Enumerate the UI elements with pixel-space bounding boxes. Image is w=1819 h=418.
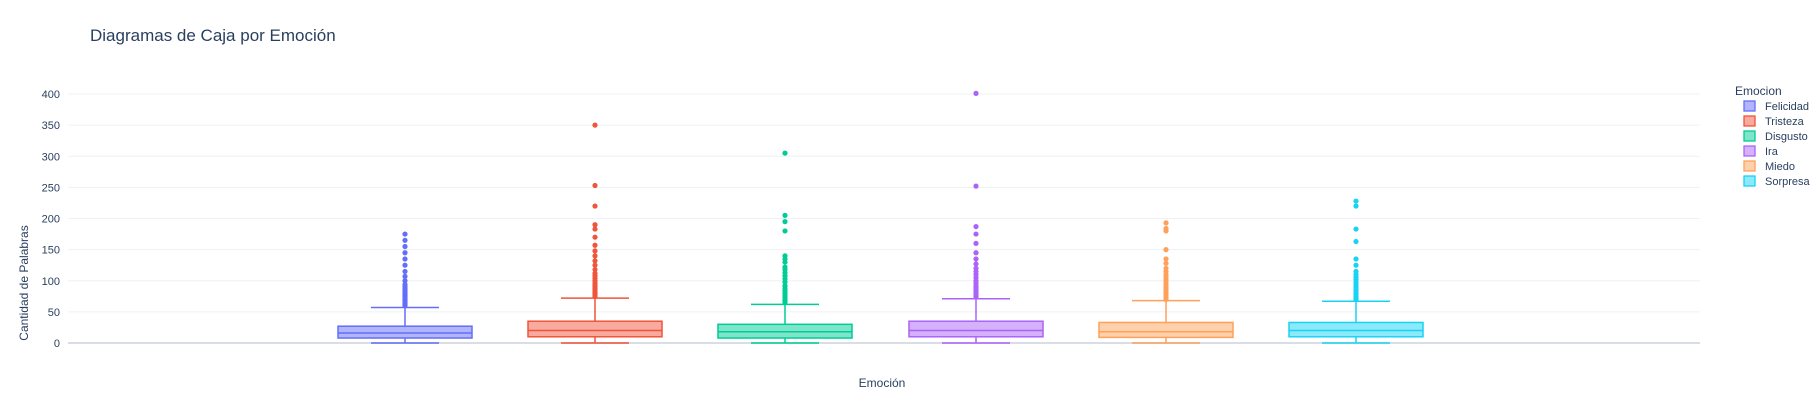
legend-label: Felicidad [1765,101,1809,113]
outlier-point [1163,247,1169,253]
y-tick-label: 400 [42,89,60,101]
legend-item-disgusto[interactable]: Disgusto [1743,130,1808,143]
outlier-point [592,270,598,276]
outlier-point [782,228,788,234]
outlier-point [592,234,598,240]
outlier-point [1353,238,1359,245]
chart-title: Diagramas de Caja por Emoción [90,26,336,45]
outlier-point [402,281,408,288]
box-iqr [1098,321,1234,339]
legend: Emocion Felicidad Tristeza Disgusto Ira Mied… [1735,84,1811,188]
box-felicidad [337,231,473,344]
outlier-point [973,250,979,256]
outlier-point [402,231,408,237]
outlier-point [1353,203,1359,209]
outlier-point [1353,226,1359,232]
legend-label: Disgusto [1765,131,1808,143]
outlier-point [973,231,979,237]
outlier-point [782,264,788,270]
box-iqr [1288,321,1424,338]
outlier-point [592,222,598,228]
legend-item-ira[interactable]: Ira [1743,145,1779,158]
legend-label: Sorpresa [1765,176,1811,188]
box-tristeza [527,122,663,344]
legend-item-miedo[interactable]: Miedo [1743,160,1795,173]
outlier-point [592,122,598,128]
box-ira [908,90,1044,344]
legend-label: Tristeza [1765,116,1805,128]
outlier-point [1163,256,1169,262]
outlier-point [973,90,979,96]
outlier-point [1353,198,1359,204]
outlier-point [402,243,408,250]
legend-swatch [1743,115,1756,127]
outlier-point [592,258,598,264]
outlier-point [1163,265,1169,271]
outlier-point [1353,268,1359,275]
outlier-point [402,237,408,243]
legend-item-tristeza[interactable]: Tristeza [1743,115,1805,128]
outlier-point [592,253,598,259]
outlier-point [973,183,979,189]
outlier-point [592,242,598,248]
legend-swatch [1743,175,1756,187]
y-tick-label: 0 [54,338,60,350]
outlier-point [973,240,979,246]
box-disgusto [717,150,853,344]
outlier-point [973,223,979,230]
outlier-point [1163,260,1169,266]
outlier-point [592,262,598,268]
outlier-point [782,219,788,225]
legend-item-felicidad[interactable]: Felicidad [1743,100,1809,113]
y-tick-label: 200 [42,214,60,226]
outlier-point [402,268,408,275]
legend-title: Emocion [1735,84,1782,98]
outlier-point [592,266,598,273]
box-miedo [1098,220,1234,344]
grid-lines [68,93,1700,344]
outlier-point [592,248,598,254]
outlier-point [973,265,979,271]
legend-swatch [1743,100,1756,112]
outlier-point [782,253,788,259]
outlier-point [782,150,788,156]
legend-swatch [1743,130,1756,142]
y-tick-label: 250 [42,182,60,194]
outlier-point [402,273,408,279]
box-iqr [908,320,1044,338]
outlier-point [782,212,788,218]
x-axis-label: Emoción [859,376,906,390]
outlier-point [973,261,979,267]
y-tick-label: 50 [48,307,60,319]
box-iqr [527,320,663,338]
outlier-point [402,262,408,268]
legend-label: Ira [1765,146,1779,158]
outlier-point [1353,262,1359,268]
outlier-point [592,182,598,189]
legend-item-sorpresa[interactable]: Sorpresa [1743,175,1811,188]
y-tick-label: 300 [42,151,60,163]
box-series [337,90,1424,344]
outlier-point [782,283,788,289]
outlier-point [402,256,408,262]
y-axis-ticks: 0 50 100 150 200 250 300 350 400 [42,89,60,350]
legend-swatch [1743,145,1756,157]
outlier-point [402,250,408,256]
box-sorpresa [1288,198,1424,344]
outlier-point [1163,225,1169,232]
y-tick-label: 150 [42,245,60,257]
legend-label: Miedo [1765,161,1795,173]
outlier-point [973,256,979,262]
box-iqr [337,325,473,339]
outlier-point [1353,256,1359,262]
outlier-point [592,226,598,232]
outlier-point [592,203,598,209]
outlier-point [402,278,408,284]
y-axis-label: Cantidad de Palabras [17,225,31,340]
y-tick-label: 350 [42,120,60,132]
y-tick-label: 100 [42,276,60,288]
legend-swatch [1743,160,1756,172]
outlier-point [1163,220,1169,226]
